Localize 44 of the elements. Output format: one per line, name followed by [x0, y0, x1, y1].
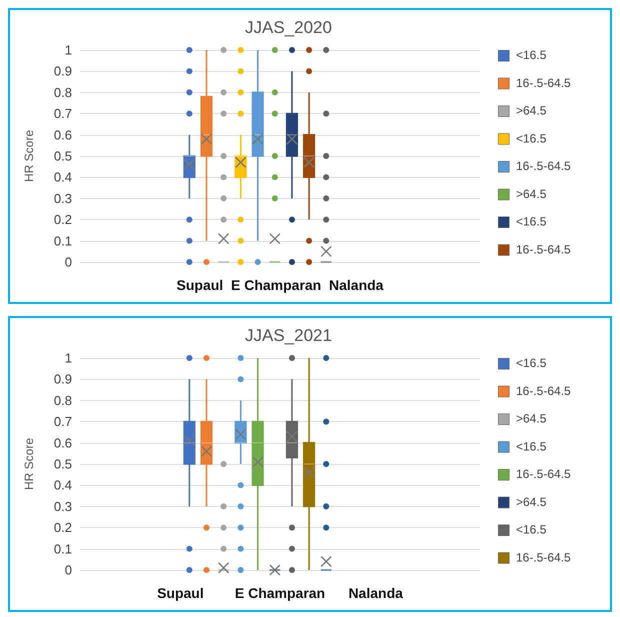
y-tick-label: 0.8 [54, 84, 72, 100]
legend-label: <16.5 [516, 439, 547, 454]
y-tick-label: 0.2 [54, 212, 72, 228]
y-tick-label: 0.2 [54, 520, 72, 536]
y-tick-label: 0 [64, 562, 72, 578]
y-tick-label: 0.5 [54, 148, 72, 164]
legend-label: <16.5 [516, 522, 547, 536]
legend-label: <16.5 [516, 214, 547, 228]
y-tick-label: 0.6 [54, 127, 72, 142]
legend-label: 16-.5-64.5 [516, 76, 572, 90]
y-axis-title: HR Score [22, 130, 36, 182]
chart-title: JJAS_2021 [245, 326, 332, 345]
y-tick-label: 0.1 [54, 541, 72, 556]
y-tick-label: 1 [64, 42, 72, 58]
legend-label: >64.5 [516, 412, 547, 426]
y-tick-label: 0.6 [54, 435, 72, 450]
legend-label: >64.5 [516, 494, 547, 509]
y-tick-label: 0 [64, 254, 72, 270]
x-tick-label: Supaul E Champaran Nalanda [176, 277, 384, 293]
y-tick-label: 0.4 [54, 170, 72, 185]
y-tick-label: 0.4 [54, 478, 72, 493]
legend-label: 16-.5-64.5 [516, 242, 572, 256]
y-tick-label: 0.8 [54, 392, 72, 408]
legend-label: <16.5 [516, 48, 547, 62]
y-tick-label: 0.7 [54, 106, 72, 122]
legend-label: >64.5 [516, 104, 547, 118]
y-tick-label: 0.3 [54, 190, 72, 206]
y-axis-title: HR Score [22, 438, 36, 490]
y-tick-label: 0.9 [54, 64, 72, 79]
y-tick-label: 0.9 [54, 372, 72, 387]
legend-label: 16-.5-64.5 [516, 550, 572, 564]
y-tick-label: 1 [64, 350, 72, 366]
legend-label: 16-.5-64.5 [516, 159, 572, 173]
x-tick-label: Supaul E Champaran Nalanda [157, 585, 404, 601]
legend-label: >64.5 [516, 186, 547, 201]
y-tick-label: 0.5 [54, 456, 72, 472]
legend-label: <16.5 [516, 356, 547, 370]
y-tick-label: 0.3 [54, 498, 72, 514]
y-tick-label: 0.7 [54, 414, 72, 430]
chart-title: JJAS_2020 [245, 18, 332, 37]
legend-label: <16.5 [516, 131, 547, 146]
y-tick-label: 0.1 [54, 233, 72, 248]
legend-label: 16-.5-64.5 [516, 384, 572, 398]
legend-label: 16-.5-64.5 [516, 467, 572, 481]
